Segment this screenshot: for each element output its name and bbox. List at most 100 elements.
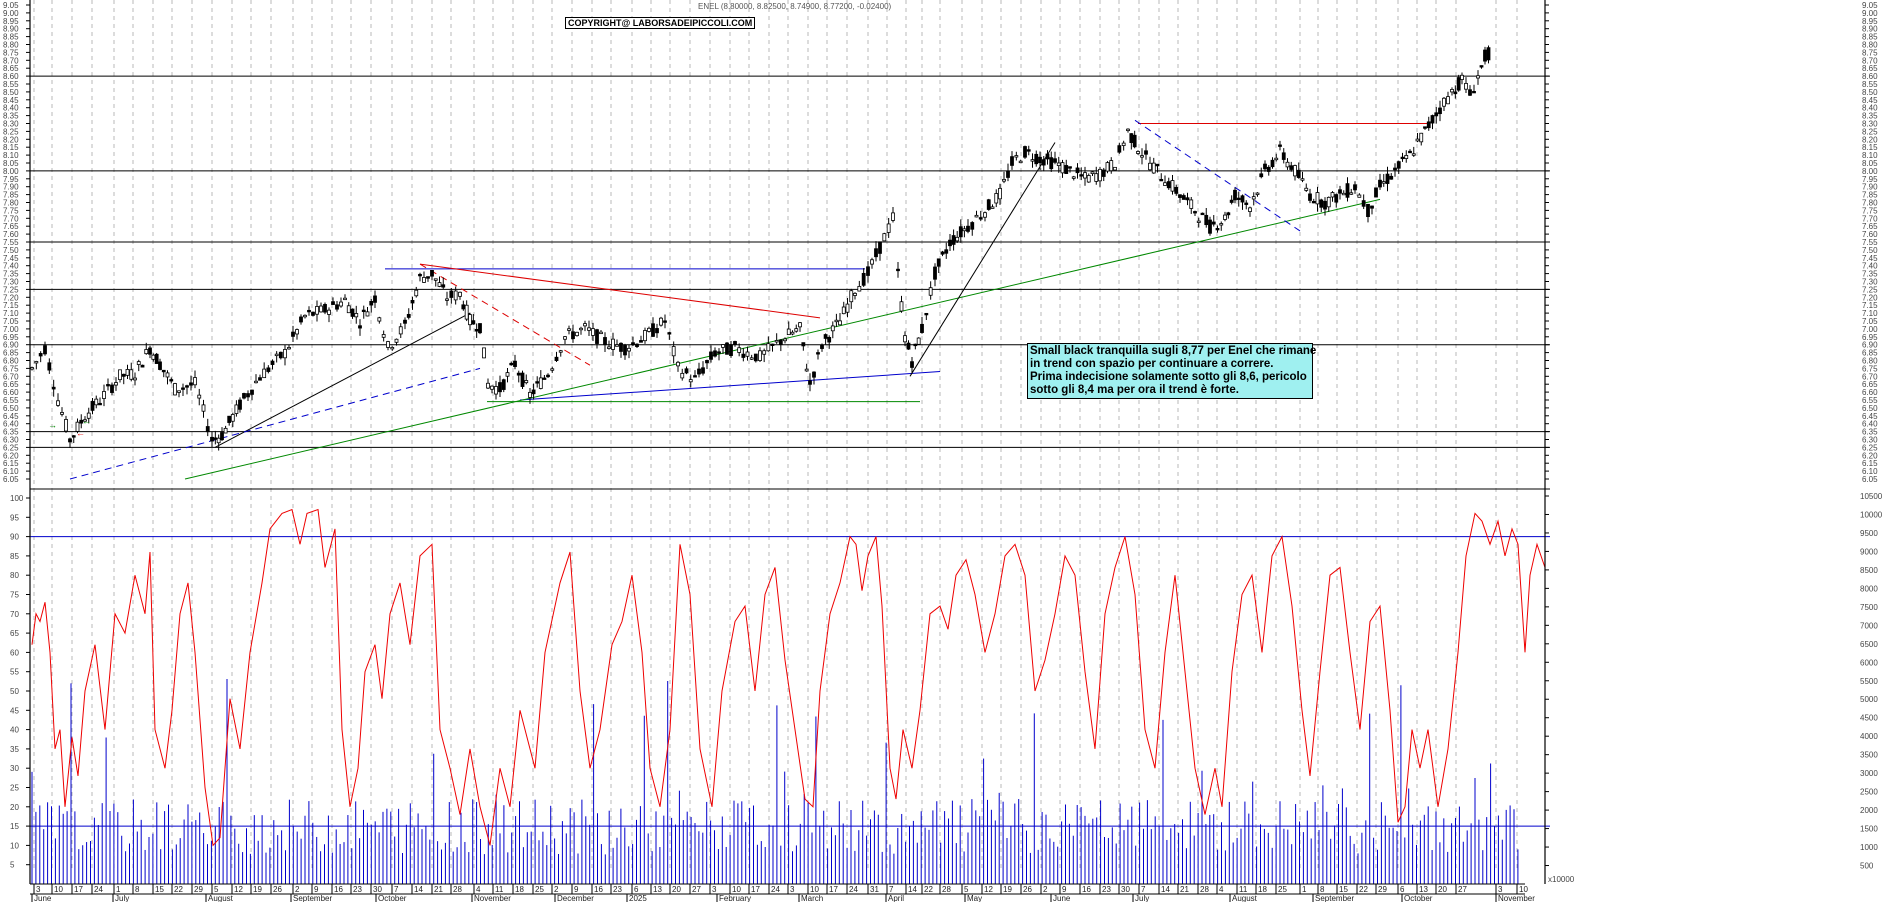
volume-bars: [31, 679, 1519, 884]
svg-text:8.85: 8.85: [3, 33, 19, 42]
svg-text:10500: 10500: [1860, 492, 1883, 501]
svg-text:October: October: [1404, 894, 1433, 902]
svg-text:3000: 3000: [1860, 769, 1878, 778]
svg-text:8.65: 8.65: [1862, 64, 1878, 73]
svg-text:6.15: 6.15: [3, 459, 19, 468]
svg-text:55: 55: [10, 668, 19, 677]
svg-text:6.60: 6.60: [1862, 388, 1878, 397]
svg-text:7.25: 7.25: [1862, 285, 1878, 294]
svg-text:6.90: 6.90: [1862, 341, 1878, 350]
svg-text:7.60: 7.60: [1862, 230, 1878, 239]
svg-text:95: 95: [10, 513, 19, 522]
svg-text:7.35: 7.35: [1862, 270, 1878, 279]
svg-text:3500: 3500: [1860, 751, 1878, 760]
svg-text:8.95: 8.95: [1862, 17, 1878, 26]
svg-text:8.50: 8.50: [3, 88, 19, 97]
svg-text:90: 90: [10, 533, 19, 542]
chart-title: ENEL (8.80000, 8.82500, 8.74900, 8.77200…: [698, 2, 892, 11]
svg-text:8500: 8500: [1860, 566, 1878, 575]
svg-text:8.30: 8.30: [3, 120, 19, 129]
svg-text:6.25: 6.25: [3, 443, 19, 452]
svg-text:26: 26: [273, 885, 282, 894]
price-candles: [30, 45, 1491, 451]
svg-text:30: 30: [373, 885, 382, 894]
oscillator-line: [31, 508, 1546, 847]
svg-text:24: 24: [849, 885, 858, 894]
svg-text:9000: 9000: [1860, 547, 1878, 556]
svg-text:8.10: 8.10: [3, 151, 19, 160]
red-arrow-icon: ←: [76, 428, 85, 438]
svg-text:7.80: 7.80: [3, 199, 19, 208]
svg-text:80: 80: [10, 571, 19, 580]
svg-text:8.00: 8.00: [1862, 167, 1878, 176]
svg-text:7.55: 7.55: [1862, 238, 1878, 247]
svg-text:8.70: 8.70: [3, 56, 19, 65]
svg-text:27: 27: [692, 885, 701, 894]
svg-text:8.60: 8.60: [3, 72, 19, 81]
svg-text:8.25: 8.25: [1862, 127, 1878, 136]
svg-text:6.30: 6.30: [3, 436, 19, 445]
svg-text:9.05: 9.05: [3, 1, 19, 10]
svg-text:3: 3: [36, 885, 41, 894]
svg-text:September: September: [293, 894, 332, 902]
svg-text:8.45: 8.45: [1862, 96, 1878, 105]
svg-text:8.20: 8.20: [1862, 135, 1878, 144]
trendlines: [69, 119, 1430, 480]
svg-text:6.05: 6.05: [1862, 475, 1878, 484]
svg-text:November: November: [1498, 894, 1535, 902]
svg-text:8.70: 8.70: [1862, 56, 1878, 65]
svg-text:15: 15: [1339, 885, 1348, 894]
svg-text:8.00: 8.00: [3, 167, 19, 176]
svg-text:September: September: [1315, 894, 1354, 902]
svg-text:6.10: 6.10: [3, 467, 19, 476]
svg-text:13: 13: [653, 885, 662, 894]
svg-text:6.50: 6.50: [3, 404, 19, 413]
svg-text:8.05: 8.05: [1862, 159, 1878, 168]
svg-text:24: 24: [771, 885, 780, 894]
svg-text:6.70: 6.70: [3, 372, 19, 381]
svg-text:6.90: 6.90: [3, 341, 19, 350]
svg-text:7.70: 7.70: [3, 214, 19, 223]
svg-text:9: 9: [314, 885, 319, 894]
svg-text:15: 15: [155, 885, 164, 894]
svg-text:7.50: 7.50: [1862, 246, 1878, 255]
svg-text:14: 14: [908, 885, 917, 894]
annotation-line: Small black tranquilla sugli 8,77 per En…: [1030, 345, 1317, 357]
svg-text:11: 11: [1239, 885, 1248, 894]
svg-text:8.40: 8.40: [3, 104, 19, 113]
svg-text:27: 27: [1458, 885, 1467, 894]
svg-text:6.20: 6.20: [1862, 451, 1878, 460]
svg-text:7.45: 7.45: [1862, 254, 1878, 263]
svg-text:26: 26: [1023, 885, 1032, 894]
annotation-note: Small black tranquilla sugli 8,77 per En…: [1027, 343, 1317, 399]
svg-text:8.60: 8.60: [1862, 72, 1878, 81]
svg-text:6.55: 6.55: [3, 396, 19, 405]
svg-text:2: 2: [295, 885, 300, 894]
svg-text:6.10: 6.10: [1862, 467, 1878, 476]
svg-text:8.90: 8.90: [3, 25, 19, 34]
svg-text:23: 23: [353, 885, 362, 894]
svg-text:6: 6: [1400, 885, 1405, 894]
svg-text:4: 4: [1219, 885, 1224, 894]
svg-text:8: 8: [1320, 885, 1325, 894]
svg-text:8.85: 8.85: [1862, 33, 1878, 42]
svg-text:6.85: 6.85: [1862, 349, 1878, 358]
annotation-line: Prima indecisione solamente sotto gli 8,…: [1030, 371, 1307, 383]
svg-text:8.75: 8.75: [1862, 48, 1878, 57]
svg-text:1000: 1000: [1860, 843, 1878, 852]
svg-text:70: 70: [10, 610, 19, 619]
svg-text:8.15: 8.15: [1862, 143, 1878, 152]
signal-arrows: → ← ←: [48, 416, 91, 438]
svg-text:December: December: [557, 894, 594, 902]
svg-text:8000: 8000: [1860, 584, 1878, 593]
svg-text:24: 24: [94, 885, 103, 894]
svg-text:6.65: 6.65: [1862, 380, 1878, 389]
svg-text:5500: 5500: [1860, 677, 1878, 686]
svg-text:6.35: 6.35: [1862, 428, 1878, 437]
svg-text:9.05: 9.05: [1862, 1, 1878, 10]
svg-text:28: 28: [453, 885, 462, 894]
svg-text:6.85: 6.85: [3, 349, 19, 358]
svg-text:7.20: 7.20: [3, 293, 19, 302]
svg-text:6.70: 6.70: [1862, 372, 1878, 381]
